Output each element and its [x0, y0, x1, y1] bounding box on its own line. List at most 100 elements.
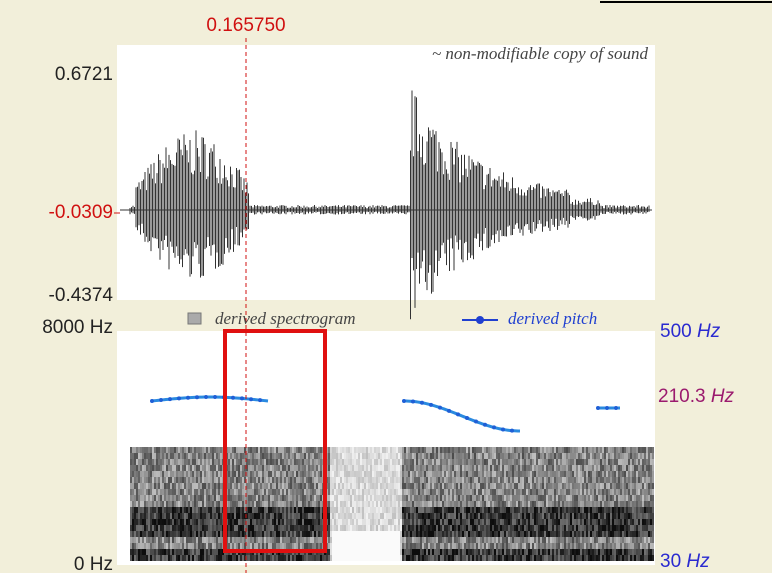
spec-cell — [130, 501, 132, 507]
spec-cell — [168, 531, 170, 537]
spec-cell — [586, 459, 588, 465]
spec-cell — [162, 471, 164, 477]
spec-cell — [600, 459, 602, 465]
spec-cell — [412, 519, 414, 525]
spec-cell — [148, 543, 150, 549]
spec-cell — [138, 447, 140, 453]
spec-cell — [420, 495, 422, 501]
spec-cell — [202, 447, 204, 453]
spec-cell — [188, 465, 190, 471]
spec-cell — [142, 513, 144, 519]
spec-cell — [162, 459, 164, 465]
spec-cell — [148, 495, 150, 501]
spec-cell — [484, 483, 486, 489]
spec-cell — [612, 495, 614, 501]
spec-cell — [460, 513, 462, 519]
spec-cell — [548, 513, 550, 519]
spec-cell — [328, 465, 330, 471]
spec-cell — [136, 507, 138, 513]
spec-cell — [290, 465, 292, 471]
spec-cell — [334, 543, 336, 549]
spec-cell — [566, 453, 568, 459]
spec-cell — [442, 459, 444, 465]
spec-cell — [374, 447, 376, 453]
spec-cell — [360, 453, 362, 459]
spec-cell — [516, 519, 518, 525]
spec-cell — [366, 555, 368, 561]
spec-cell — [612, 483, 614, 489]
spec-cell — [564, 495, 566, 501]
spec-cell — [358, 459, 360, 465]
spec-cell — [446, 531, 448, 537]
spec-cell — [578, 459, 580, 465]
spec-cell — [318, 447, 320, 453]
spec-cell — [176, 453, 178, 459]
spec-cell — [268, 465, 270, 471]
spec-cell — [252, 465, 254, 471]
spec-cell — [136, 459, 138, 465]
spec-cell — [412, 513, 414, 519]
spec-cell — [394, 543, 396, 549]
spec-cell — [612, 513, 614, 519]
spec-cell — [464, 477, 466, 483]
spec-cell — [452, 507, 454, 513]
spec-cell — [272, 513, 274, 519]
spec-cell — [608, 465, 610, 471]
spec-cell — [542, 459, 544, 465]
spec-cell — [458, 549, 460, 555]
spec-cell — [400, 453, 402, 459]
spec-cell — [576, 465, 578, 471]
spec-cell — [382, 489, 384, 495]
spec-cell — [488, 555, 490, 561]
spec-cell — [170, 555, 172, 561]
spec-cell — [142, 537, 144, 543]
spec-cell — [150, 507, 152, 513]
spec-cell — [300, 495, 302, 501]
spec-cell — [378, 513, 380, 519]
spec-cell — [166, 483, 168, 489]
spec-cell — [340, 507, 342, 513]
spec-cell — [338, 513, 340, 519]
spec-cell — [454, 531, 456, 537]
spec-cell — [548, 531, 550, 537]
spec-cell — [446, 525, 448, 531]
praat-window: 0.165750 ~ non-modifiable copy of sound … — [0, 0, 772, 573]
spec-cell — [230, 447, 232, 453]
spec-cell — [174, 525, 176, 531]
spec-cell — [162, 447, 164, 453]
spec-cell — [422, 489, 424, 495]
spec-cell — [550, 525, 552, 531]
spec-cell — [328, 453, 330, 459]
spec-cell — [510, 513, 512, 519]
spec-cell — [200, 471, 202, 477]
spec-cell — [282, 501, 284, 507]
spec-cell — [238, 495, 240, 501]
spec-cell — [488, 537, 490, 543]
spec-cell — [366, 477, 368, 483]
spec-cell — [238, 537, 240, 543]
spec-cell — [582, 495, 584, 501]
spec-cell — [470, 501, 472, 507]
spec-cell — [434, 507, 436, 513]
spec-cell — [132, 477, 134, 483]
spec-cell — [158, 501, 160, 507]
spec-cell — [608, 501, 610, 507]
spec-cell — [248, 501, 250, 507]
spec-cell — [596, 531, 598, 537]
spec-cell — [468, 525, 470, 531]
spec-cell — [566, 555, 568, 561]
spec-cell — [300, 519, 302, 525]
spec-cell — [350, 501, 352, 507]
spec-cell — [336, 531, 338, 537]
spec-cell — [564, 537, 566, 543]
spec-cell — [546, 501, 548, 507]
spec-cell — [160, 525, 162, 531]
spec-cell — [536, 519, 538, 525]
spec-cell — [254, 543, 256, 549]
spec-cell — [600, 471, 602, 477]
spec-cell — [508, 465, 510, 471]
spec-cell — [334, 465, 336, 471]
spec-cell — [328, 483, 330, 489]
spec-cell — [432, 483, 434, 489]
spec-cell — [348, 531, 350, 537]
